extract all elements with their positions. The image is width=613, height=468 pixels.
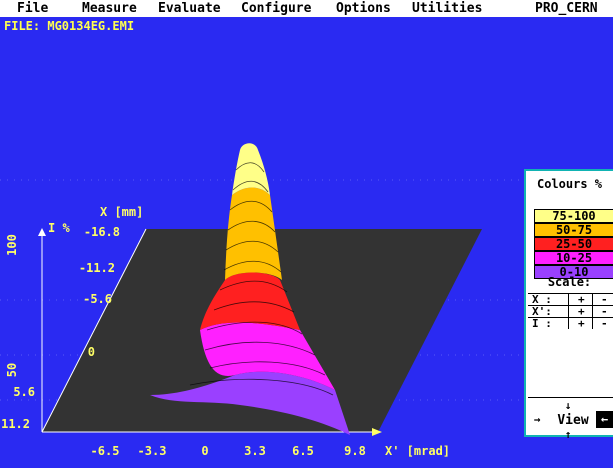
surface-contour-lines — [189, 162, 334, 396]
xprime-axis-arrow — [372, 428, 382, 436]
view-label: View — [557, 413, 589, 428]
legend-label: 25-50 — [555, 237, 593, 251]
xprime-tick-label: -6.5 — [91, 444, 120, 458]
menu-file[interactable]: File — [17, 1, 49, 16]
i-axis-tick-label: 50 — [5, 363, 19, 377]
i-axis-ticks: 100 50 — [5, 234, 19, 377]
menu-measure[interactable]: Measure — [82, 1, 137, 16]
x-mm-axis-ticks: -16.8 -11.2 -5.6 0 5.6 11.2 — [1, 225, 120, 431]
scale-divider — [568, 293, 569, 329]
scale-axis-label: X : — [532, 293, 552, 306]
scale-row-xprime: X': + - — [528, 305, 613, 318]
x-mm-axis-label: X [mm] — [100, 205, 143, 219]
surface-50-75 — [225, 187, 282, 280]
xprime-axis-label: X' [mrad] — [385, 444, 450, 458]
legend-10-25: 10-25 — [534, 251, 613, 265]
xprime-axis-ticks: -6.5 -3.3 0 3.3 6.5 9.8 — [91, 444, 366, 458]
legend-label: 0-10 — [559, 265, 589, 279]
x-mm-tick-label: -16.8 — [84, 225, 120, 239]
surface-75-100 — [232, 143, 270, 195]
x-mm-tick-label: 5.6 — [13, 385, 35, 399]
scale-axis-label: I : — [532, 317, 552, 330]
legend-50-75: 50-75 — [534, 223, 613, 237]
scale-row-x: X : + - — [528, 293, 613, 306]
menu-evaluate[interactable]: Evaluate — [158, 1, 221, 16]
legend-25-50: 25-50 — [534, 237, 613, 251]
side-panel: Colours % 75-100 50-75 25-50 10-25 0-10 … — [524, 169, 613, 441]
i-axis-arrow — [38, 228, 46, 236]
scale-row-i: I : + - — [528, 317, 613, 330]
xprime-tick-label: -3.3 — [138, 444, 167, 458]
view-right-button[interactable]: ← — [596, 411, 613, 428]
scale-x-plus-button[interactable]: + — [578, 293, 585, 306]
surface-10-25 — [200, 322, 335, 390]
x-mm-axis — [41, 228, 147, 433]
scale-xprime-plus-button[interactable]: + — [578, 305, 585, 318]
legend-0-10: 0-10 — [534, 265, 613, 279]
legend-75-100: 75-100 — [534, 209, 613, 223]
file-name-label: FILE: MG0134EG.EMI — [4, 19, 135, 33]
legend-label: 10-25 — [555, 251, 593, 265]
x-mm-tick-label: 11.2 — [1, 417, 30, 431]
x-mm-tick-label: -5.6 — [83, 292, 112, 306]
colours-title: Colours % — [536, 177, 603, 191]
scale-title: Scale: — [547, 275, 592, 289]
x-mm-tick-label: 0 — [88, 345, 95, 359]
menu-pro-cern[interactable]: PRO_CERN — [535, 1, 598, 16]
legend-label: 75-100 — [552, 209, 596, 223]
scale-xprime-minus-button[interactable]: - — [601, 305, 608, 318]
xprime-tick-label: 9.8 — [344, 444, 366, 458]
xprime-tick-label: 0 — [201, 444, 208, 458]
scale-i-minus-button[interactable]: - — [601, 317, 608, 330]
scale-divider — [592, 293, 593, 329]
scale-axis-label: X': — [532, 305, 552, 318]
view-up-button[interactable]: ↓ — [564, 399, 572, 412]
scale-x-minus-button[interactable]: - — [601, 293, 608, 306]
menu-utilities[interactable]: Utilities — [412, 1, 483, 16]
surface-25-50 — [200, 272, 300, 330]
surface-0-10 — [150, 371, 350, 435]
i-axis-label: I % — [48, 221, 70, 235]
menu-options[interactable]: Options — [336, 1, 391, 16]
menu-configure[interactable]: Configure — [241, 1, 312, 16]
i-axis-tick-label: 100 — [5, 234, 19, 256]
xprime-tick-label: 6.5 — [292, 444, 314, 458]
view-left-button[interactable]: → — [533, 413, 541, 426]
view-controls: ↓ → View ← ↑ — [528, 397, 613, 441]
xprime-tick-label: 3.3 — [244, 444, 266, 458]
menu-bar: File Measure Evaluate Configure Options … — [0, 0, 613, 17]
scale-i-plus-button[interactable]: + — [578, 317, 585, 330]
x-mm-tick-label: -11.2 — [79, 261, 115, 275]
beam-surface — [150, 143, 350, 435]
view-down-button[interactable]: ↑ — [564, 428, 572, 441]
legend-label: 50-75 — [555, 223, 593, 237]
